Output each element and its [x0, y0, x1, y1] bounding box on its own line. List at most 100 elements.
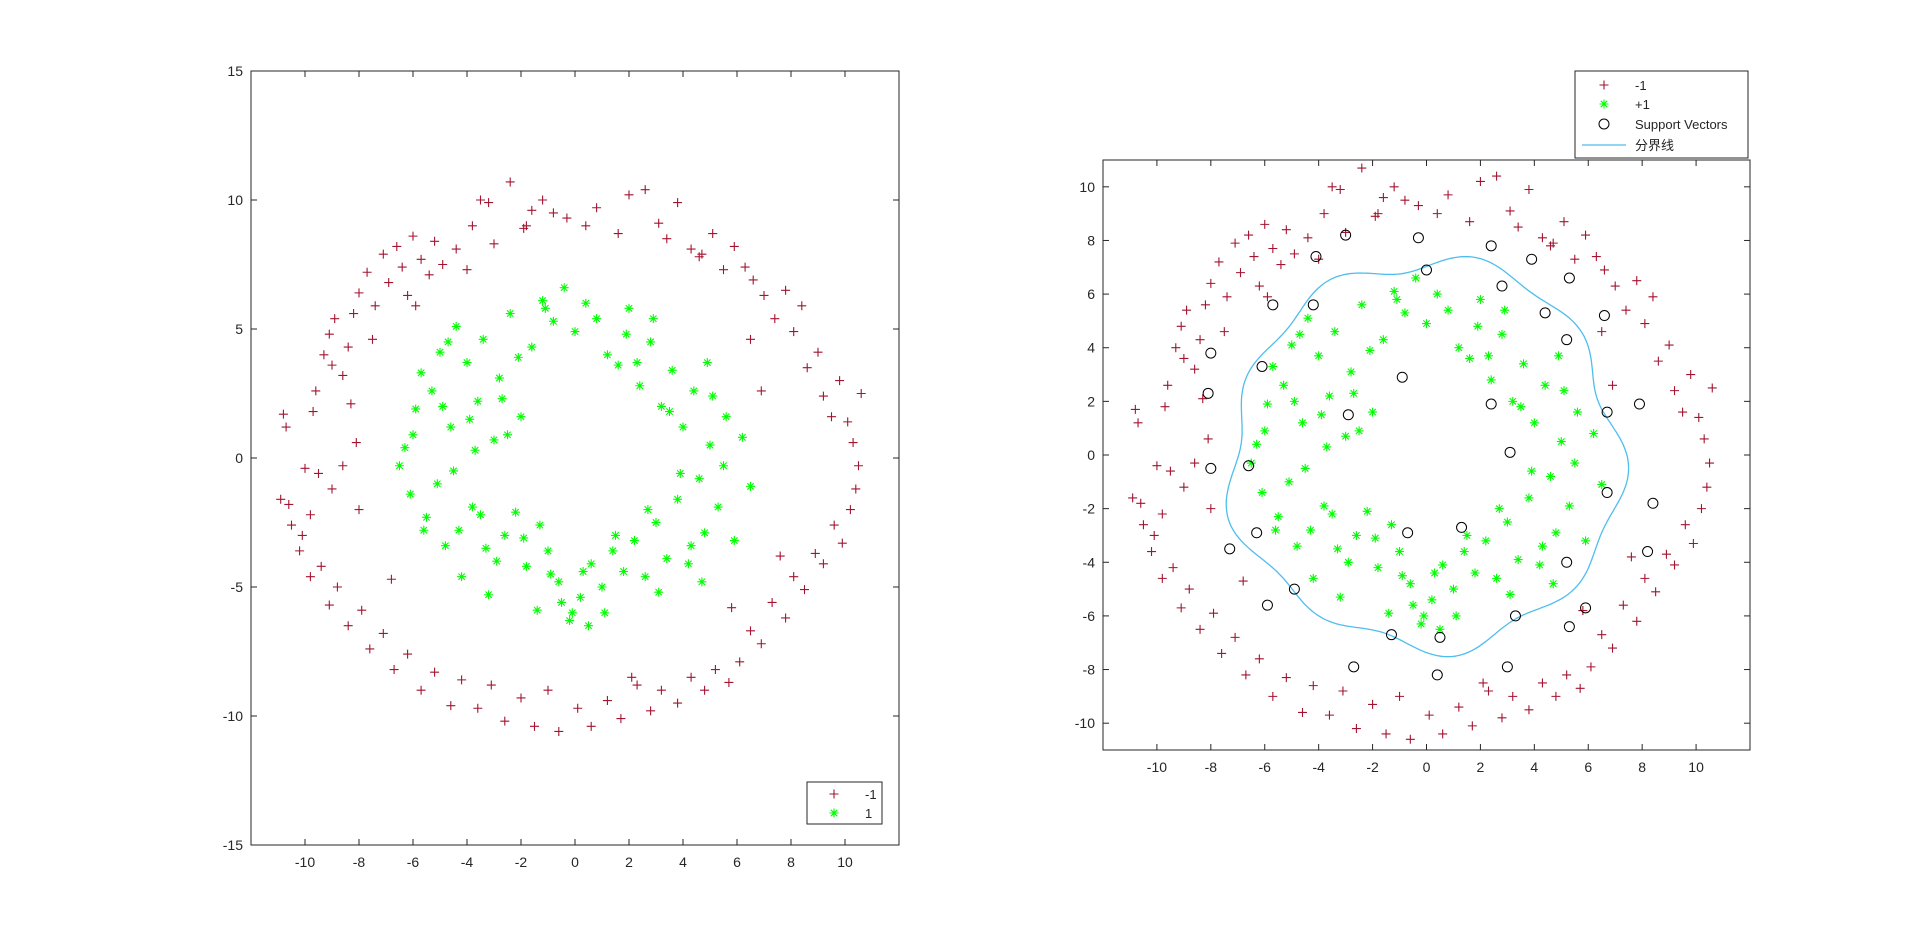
data-point-pos: [624, 303, 634, 313]
data-point-neg: [349, 309, 359, 319]
data-point-pos: [1287, 340, 1297, 350]
data-point-neg: [1591, 252, 1601, 262]
data-point-pos: [1343, 557, 1353, 567]
support-vector-point: [1402, 527, 1414, 539]
data-point-pos: [565, 616, 575, 626]
support-vector-point: [1348, 661, 1360, 673]
data-point-pos: [1432, 289, 1442, 299]
data-point-neg: [640, 185, 650, 195]
data-point-pos: [473, 396, 483, 406]
data-point-neg: [829, 520, 839, 530]
legend-1[interactable]: -1 1: [806, 781, 883, 825]
data-point-pos: [1454, 343, 1464, 353]
data-point-neg: [297, 530, 307, 540]
data-point-neg: [1599, 265, 1609, 275]
data-point-neg: [1338, 686, 1348, 696]
data-point-pos: [1271, 525, 1281, 535]
data-point-neg: [1303, 233, 1313, 243]
data-point-neg: [845, 505, 855, 515]
data-point-pos: [581, 298, 591, 308]
data-point-pos: [1411, 273, 1421, 283]
support-vector-point: [1633, 398, 1645, 410]
data-point-pos: [1564, 501, 1574, 511]
x-tick-label: -6: [1259, 759, 1272, 775]
legend-2[interactable]: -1 +1 Support Vectors 分界线: [1574, 70, 1749, 159]
data-point-neg: [370, 301, 380, 311]
data-point-neg: [1664, 340, 1674, 350]
data-point-neg: [1357, 163, 1367, 173]
data-point-pos: [1527, 466, 1537, 476]
support-vector-point: [1342, 409, 1354, 421]
data-point-neg: [573, 703, 583, 713]
data-point-pos: [454, 525, 464, 535]
data-point-neg: [467, 221, 477, 231]
data-layer-1: [276, 177, 866, 736]
data-point-pos: [513, 352, 523, 362]
data-point-neg: [1157, 573, 1167, 583]
data-point-pos: [702, 358, 712, 368]
x-tick-label: 0: [1423, 759, 1431, 775]
data-point-neg: [1513, 222, 1523, 232]
data-point-neg: [1160, 402, 1170, 412]
data-point-pos: [1273, 512, 1283, 522]
data-point-pos: [1395, 547, 1405, 557]
support-vector-point: [1485, 240, 1497, 252]
data-point-neg: [1171, 343, 1181, 353]
data-point-pos: [1419, 611, 1429, 621]
data-point-neg: [1443, 190, 1453, 200]
data-point-pos: [632, 358, 642, 368]
y-tick-label: 10: [227, 192, 243, 208]
data-point-neg: [1537, 233, 1547, 243]
data-point-neg: [389, 665, 399, 675]
data-point-neg: [624, 190, 634, 200]
data-point-neg: [856, 389, 866, 398]
data-point-neg: [1268, 691, 1278, 701]
data-point-pos: [737, 432, 747, 442]
data-point-neg: [338, 370, 348, 380]
data-point-pos: [1486, 375, 1496, 385]
data-point-neg: [1217, 648, 1227, 658]
data-point-neg: [662, 234, 672, 244]
support-vector-point: [1456, 521, 1468, 533]
data-point-pos: [1513, 555, 1523, 565]
data-point-neg: [1327, 182, 1337, 192]
y-tick-label: 0: [1087, 447, 1095, 463]
support-vector-point: [1601, 487, 1613, 499]
data-point-neg: [781, 285, 791, 295]
data-point-neg: [1138, 520, 1148, 530]
data-point-neg: [813, 347, 823, 357]
axis-ticks-2: -10 -8 -6 -4 -2 0 2 4 6 8 10 -10 -8 -6 -4 -2 0 2 4 6 8 10: [1075, 160, 1750, 775]
data-point-neg: [616, 714, 626, 724]
data-point-pos: [435, 347, 445, 357]
data-point-neg: [1157, 509, 1167, 519]
data-point-neg: [316, 561, 326, 571]
data-point-pos: [411, 404, 421, 414]
data-point-neg: [1136, 498, 1146, 508]
data-point-neg: [1694, 412, 1704, 422]
data-point-neg: [686, 244, 696, 254]
data-point-pos: [527, 342, 537, 352]
data-point-neg: [740, 262, 750, 272]
support-vector-point: [1647, 497, 1659, 509]
data-point-pos: [675, 468, 685, 478]
legend-label-support-vectors: Support Vectors: [1635, 117, 1728, 132]
data-point-pos: [1351, 530, 1361, 540]
data-point-pos: [484, 590, 494, 600]
data-point-neg: [451, 244, 461, 254]
data-point-neg: [1165, 466, 1175, 476]
data-point-neg: [1254, 654, 1264, 664]
data-point-neg: [1163, 380, 1173, 390]
data-point-pos: [1500, 305, 1510, 315]
data-point-neg: [1651, 587, 1661, 597]
data-point-neg: [1688, 539, 1698, 548]
data-point-pos: [729, 536, 739, 546]
data-point-pos: [646, 337, 656, 347]
data-point-pos: [1357, 300, 1367, 310]
data-point-neg: [411, 301, 421, 311]
plot-area-2: [1103, 160, 1750, 750]
support-vector-point: [1307, 299, 1319, 311]
data-point-neg: [1661, 549, 1671, 559]
data-point-neg: [1524, 185, 1534, 194]
support-vector-point: [1385, 629, 1397, 641]
y-tick-label: -5: [231, 579, 244, 595]
